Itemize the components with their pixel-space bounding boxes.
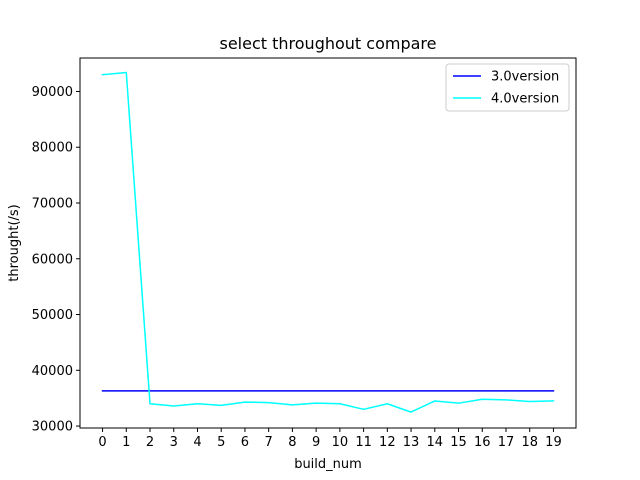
legend: 3.0version 4.0version bbox=[445, 63, 570, 112]
x-tick-label: 16 bbox=[474, 435, 491, 450]
y-tick-label: 50000 bbox=[32, 308, 73, 323]
x-tick-label: 8 bbox=[288, 435, 296, 450]
x-tick-label: 9 bbox=[312, 435, 320, 450]
x-tick-label: 7 bbox=[265, 435, 273, 450]
y-tick-label: 80000 bbox=[32, 141, 73, 156]
x-tick-label: 18 bbox=[521, 435, 538, 450]
x-tick-label: 13 bbox=[403, 435, 420, 450]
x-tick-label: 3 bbox=[170, 435, 178, 450]
y-tick-label: 70000 bbox=[32, 196, 73, 211]
x-tick-label: 15 bbox=[450, 435, 467, 450]
plot-area-frame bbox=[79, 57, 577, 429]
x-tick-label: 10 bbox=[332, 435, 349, 450]
x-tick-label: 12 bbox=[379, 435, 396, 450]
y-axis: 30000 40000 50000 60000 70000 80000 90000 bbox=[32, 85, 80, 435]
x-tick-label: 11 bbox=[355, 435, 372, 450]
series-line-1 bbox=[101, 71, 555, 413]
x-tick-label: 19 bbox=[545, 435, 562, 450]
x-axis: 0 1 2 3 4 5 6 7 8 9 10 11 12 13 14 15 16 17 18 19 bbox=[98, 428, 562, 450]
chart-title: select throughout compare bbox=[220, 34, 437, 53]
series-layer bbox=[101, 71, 555, 413]
y-tick-label: 60000 bbox=[32, 252, 73, 267]
y-axis-label: throught(/s) bbox=[7, 204, 22, 281]
x-tick-label: 2 bbox=[146, 435, 154, 450]
x-axis-label: build_num bbox=[294, 457, 362, 472]
x-tick-label: 4 bbox=[193, 435, 201, 450]
x-tick-label: 0 bbox=[98, 435, 106, 450]
legend-label-0: 3.0version bbox=[491, 70, 559, 85]
x-tick-label: 14 bbox=[427, 435, 444, 450]
x-tick-label: 1 bbox=[122, 435, 130, 450]
x-tick-label: 5 bbox=[217, 435, 225, 450]
y-tick-label: 90000 bbox=[32, 85, 73, 100]
y-tick-label: 40000 bbox=[32, 364, 73, 379]
legend-label-1: 4.0version bbox=[491, 92, 559, 107]
x-tick-label: 6 bbox=[241, 435, 249, 450]
x-tick-label: 17 bbox=[498, 435, 515, 450]
y-tick-label: 30000 bbox=[32, 420, 73, 435]
